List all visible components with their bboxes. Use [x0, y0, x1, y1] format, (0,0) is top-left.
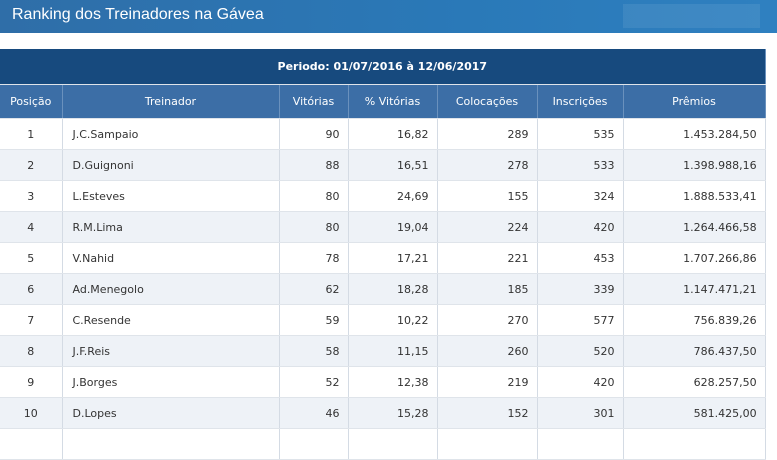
cell: [537, 428, 624, 460]
cell: 535: [537, 118, 624, 150]
table-row: 4 R.M.Lima 80 19,04 224 420 1.264.466,58: [0, 211, 766, 243]
cell: 80: [279, 180, 349, 212]
cell: [0, 428, 63, 460]
table-row: 7 C.Resende 59 10,22 270 577 756.839,26: [0, 304, 766, 336]
cell: J.Borges: [62, 366, 280, 398]
cell: 8: [0, 335, 63, 367]
cell: 80: [279, 211, 349, 243]
cell: 9: [0, 366, 63, 398]
cell: 339: [537, 273, 624, 305]
table-row: 5 V.Nahid 78 17,21 221 453 1.707.266,86: [0, 242, 766, 274]
cell: 260: [437, 335, 538, 367]
cell: 7: [0, 304, 63, 336]
cell: 420: [537, 366, 624, 398]
column-header: Colocações: [437, 84, 538, 119]
cell: L.Esteves: [62, 180, 280, 212]
cell: 5: [0, 242, 63, 274]
column-header: Posição: [0, 84, 63, 119]
cell: 221: [437, 242, 538, 274]
table-row: 1 J.C.Sampaio 90 16,82 289 535 1.453.284,50: [0, 118, 766, 150]
cell: [623, 428, 766, 460]
cell: 577: [537, 304, 624, 336]
cell: 1.453.284,50: [623, 118, 766, 150]
cell: 18,28: [348, 273, 438, 305]
column-header: Prêmios: [623, 84, 766, 119]
cell: J.F.Reis: [62, 335, 280, 367]
cell: 52: [279, 366, 349, 398]
cell: 4: [0, 211, 63, 243]
column-header: Inscrições: [537, 84, 624, 119]
cell: 88: [279, 149, 349, 181]
cell: 786.437,50: [623, 335, 766, 367]
cell: D.Guignoni: [62, 149, 280, 181]
decoration: [623, 4, 760, 28]
cell: 1.147.471,21: [623, 273, 766, 305]
cell: 10,22: [348, 304, 438, 336]
table-row: 6 Ad.Menegolo 62 18,28 185 339 1.147.471,21: [0, 273, 766, 305]
table-row: 9 J.Borges 52 12,38 219 420 628.257,50: [0, 366, 766, 398]
cell: C.Resende: [62, 304, 280, 336]
cell: Ad.Menegolo: [62, 273, 280, 305]
cell: 756.839,26: [623, 304, 766, 336]
column-header: Vitórias: [279, 84, 349, 119]
cell: 62: [279, 273, 349, 305]
cell: 12,38: [348, 366, 438, 398]
column-header: Treinador: [62, 84, 280, 119]
table-row: 8 J.F.Reis 58 11,15 260 520 786.437,50: [0, 335, 766, 367]
cell: [279, 428, 349, 460]
cell: 628.257,50: [623, 366, 766, 398]
cell: 155: [437, 180, 538, 212]
ranking-table: Periodo: 01/07/2016 à 12/06/2017 Posição…: [0, 49, 766, 460]
cell: 289: [437, 118, 538, 150]
table-row: 3 L.Esteves 80 24,69 155 324 1.888.533,41: [0, 180, 766, 212]
page-title: Ranking dos Treinadores na Gávea: [12, 6, 264, 23]
cell: 59: [279, 304, 349, 336]
cell: 1.888.533,41: [623, 180, 766, 212]
cell: [437, 428, 538, 460]
cell: 2: [0, 149, 63, 181]
title-bar: Ranking dos Treinadores na Gávea: [0, 0, 777, 33]
table-row: 2 D.Guignoni 88 16,51 278 533 1.398.988,16: [0, 149, 766, 181]
cell: 1.264.466,58: [623, 211, 766, 243]
cell: 90: [279, 118, 349, 150]
period: Periodo: 01/07/2016 à 12/06/2017: [0, 49, 766, 85]
cell: [62, 428, 280, 460]
cell: 185: [437, 273, 538, 305]
cell: 520: [537, 335, 624, 367]
cell: 1.398.988,16: [623, 149, 766, 181]
column-header: % Vitórias: [348, 84, 438, 119]
cell: 1: [0, 118, 63, 150]
cell: 78: [279, 242, 349, 274]
cell: 278: [437, 149, 538, 181]
cell: 420: [537, 211, 624, 243]
cell: 24,69: [348, 180, 438, 212]
cell: 58: [279, 335, 349, 367]
cell: 19,04: [348, 211, 438, 243]
table-row: [0, 428, 766, 460]
cell: V.Nahid: [62, 242, 280, 274]
cell: 453: [537, 242, 624, 274]
cell: 17,21: [348, 242, 438, 274]
cell: 219: [437, 366, 538, 398]
cell: 533: [537, 149, 624, 181]
cell: 224: [437, 211, 538, 243]
cell: 3: [0, 180, 63, 212]
cell: 6: [0, 273, 63, 305]
cell: [348, 428, 438, 460]
cell: 270: [437, 304, 538, 336]
cell: 11,15: [348, 335, 438, 367]
cell: 324: [537, 180, 624, 212]
cell: 16,82: [348, 118, 438, 150]
cell: R.M.Lima: [62, 211, 280, 243]
cell: J.C.Sampaio: [62, 118, 280, 150]
cell: 16,51: [348, 149, 438, 181]
cell: 1.707.266,86: [623, 242, 766, 274]
